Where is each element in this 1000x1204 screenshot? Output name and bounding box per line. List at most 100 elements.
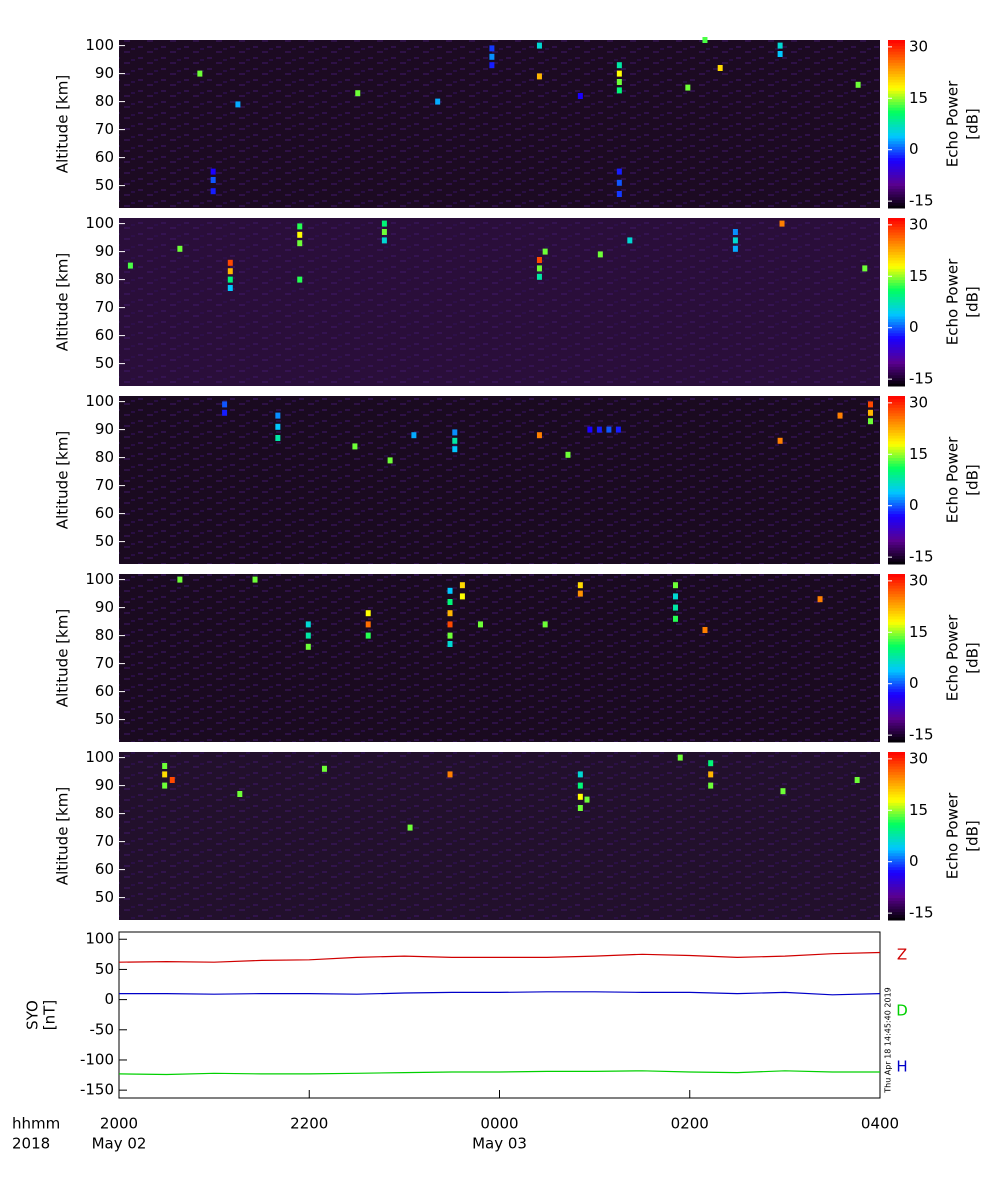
colorbar-segment	[888, 70, 905, 75]
legend-label: Z	[897, 946, 907, 964]
colorbar-tick-label: -15	[909, 548, 934, 566]
echo-cell	[237, 791, 243, 797]
colorbar-segment	[888, 496, 905, 501]
colorbar-segment	[888, 282, 905, 286]
echo-cell	[447, 587, 453, 594]
colorbar-segment	[888, 482, 905, 487]
colorbar-tick-label: 15	[909, 623, 928, 641]
colorbar-segment	[888, 774, 905, 778]
echo-cell	[162, 782, 168, 789]
colorbar-segment	[888, 906, 905, 910]
colorbar-segment	[888, 377, 905, 381]
colorbar-segment	[888, 443, 905, 447]
colorbar-segment	[888, 680, 905, 684]
x-tick-label: 2200	[290, 1115, 328, 1133]
colorbar-segment	[888, 346, 905, 351]
x-axis-row-label: hhmm	[12, 1115, 60, 1133]
colorbar-segment	[888, 157, 905, 161]
background-texture	[119, 218, 880, 386]
colorbar-segment	[888, 307, 905, 311]
echo-cell	[252, 576, 258, 583]
colorbar-segment	[888, 366, 905, 370]
colorbar-segment	[888, 118, 905, 122]
colorbar-segment	[888, 154, 905, 159]
colorbar-segment	[888, 152, 905, 156]
colorbar-segment	[888, 872, 905, 876]
colorbar-segment	[888, 635, 905, 639]
colorbar-segment	[888, 824, 905, 829]
y-tick-label: 70	[95, 120, 114, 138]
colorbar-segment	[888, 649, 905, 653]
legend-label: H	[896, 1058, 907, 1076]
colorbar-segment	[888, 763, 905, 767]
colorbar-segment	[888, 182, 905, 187]
colorbar-segment	[888, 855, 905, 859]
colorbar-segment	[888, 618, 905, 623]
colorbar-segment	[888, 90, 905, 94]
echo-cell	[577, 590, 583, 597]
y-tick-label: 90	[95, 420, 114, 438]
y-tick-label: 90	[95, 64, 114, 82]
colorbar-segment	[888, 363, 905, 367]
echo-cell	[685, 84, 691, 91]
colorbar-segment	[888, 847, 905, 851]
y-axis-label: Altitude [km]	[54, 431, 72, 529]
colorbar-segment	[888, 541, 905, 545]
colorbar-segment	[888, 457, 905, 461]
colorbar-segment	[888, 226, 905, 230]
colorbar-tick-label: 15	[909, 801, 928, 819]
series-line	[119, 991, 881, 996]
colorbar-segment	[888, 40, 905, 44]
colorbar-segment	[888, 276, 905, 281]
colorbar-segment	[888, 604, 905, 609]
y-tick-label: 60	[95, 860, 114, 878]
echo-cell	[447, 610, 453, 617]
colorbar-segment	[888, 810, 905, 815]
colorbar-segment	[888, 62, 905, 66]
colorbar-segment	[888, 299, 905, 303]
y-tick-label: -50	[90, 1020, 115, 1038]
y-tick-label: 50	[95, 710, 114, 728]
colorbar-segment	[888, 788, 905, 792]
colorbar-segment	[888, 728, 905, 732]
y-tick-label: 80	[95, 626, 114, 644]
colorbar-segment	[888, 508, 905, 512]
colorbar-segment	[888, 733, 905, 737]
echo-cell	[708, 782, 714, 789]
echo-cell	[489, 53, 495, 60]
colorbar-segment	[888, 466, 905, 470]
echo-cell	[275, 435, 281, 441]
colorbar-segment	[888, 330, 905, 334]
colorbar-segment	[888, 115, 905, 119]
colorbar-segment	[888, 694, 905, 698]
colorbar-segment	[888, 124, 905, 128]
colorbar-segment	[888, 646, 905, 651]
colorbar-segment	[888, 752, 905, 756]
colorbar-segment	[888, 288, 905, 292]
y-tick-label: -100	[80, 1050, 114, 1068]
echo-cell	[177, 576, 183, 583]
colorbar-segment	[888, 129, 905, 133]
colorbar-segment	[888, 360, 905, 365]
echo-cell	[169, 777, 175, 783]
colorbar-segment	[888, 533, 905, 537]
echo-cell	[407, 824, 413, 831]
colorbar-segment	[888, 485, 905, 489]
colorbar-segment	[888, 669, 905, 673]
colorbar-segment	[888, 407, 905, 411]
y-tick-label: 60	[95, 148, 114, 166]
echo-cell	[708, 760, 714, 767]
echo-cell	[615, 426, 621, 433]
echo-cell	[297, 240, 303, 247]
colorbar-segment	[888, 716, 905, 721]
colorbar-segment	[888, 194, 905, 198]
echo-cell	[381, 237, 387, 244]
echo-cell	[616, 79, 622, 85]
colorbar-segment	[888, 607, 905, 611]
colorbar-segment	[888, 318, 905, 323]
colorbar-segment	[888, 599, 905, 603]
colorbar-segment	[888, 290, 905, 295]
echo-cell	[536, 42, 542, 49]
echo-cell	[352, 443, 358, 450]
echo-cell	[447, 599, 453, 605]
